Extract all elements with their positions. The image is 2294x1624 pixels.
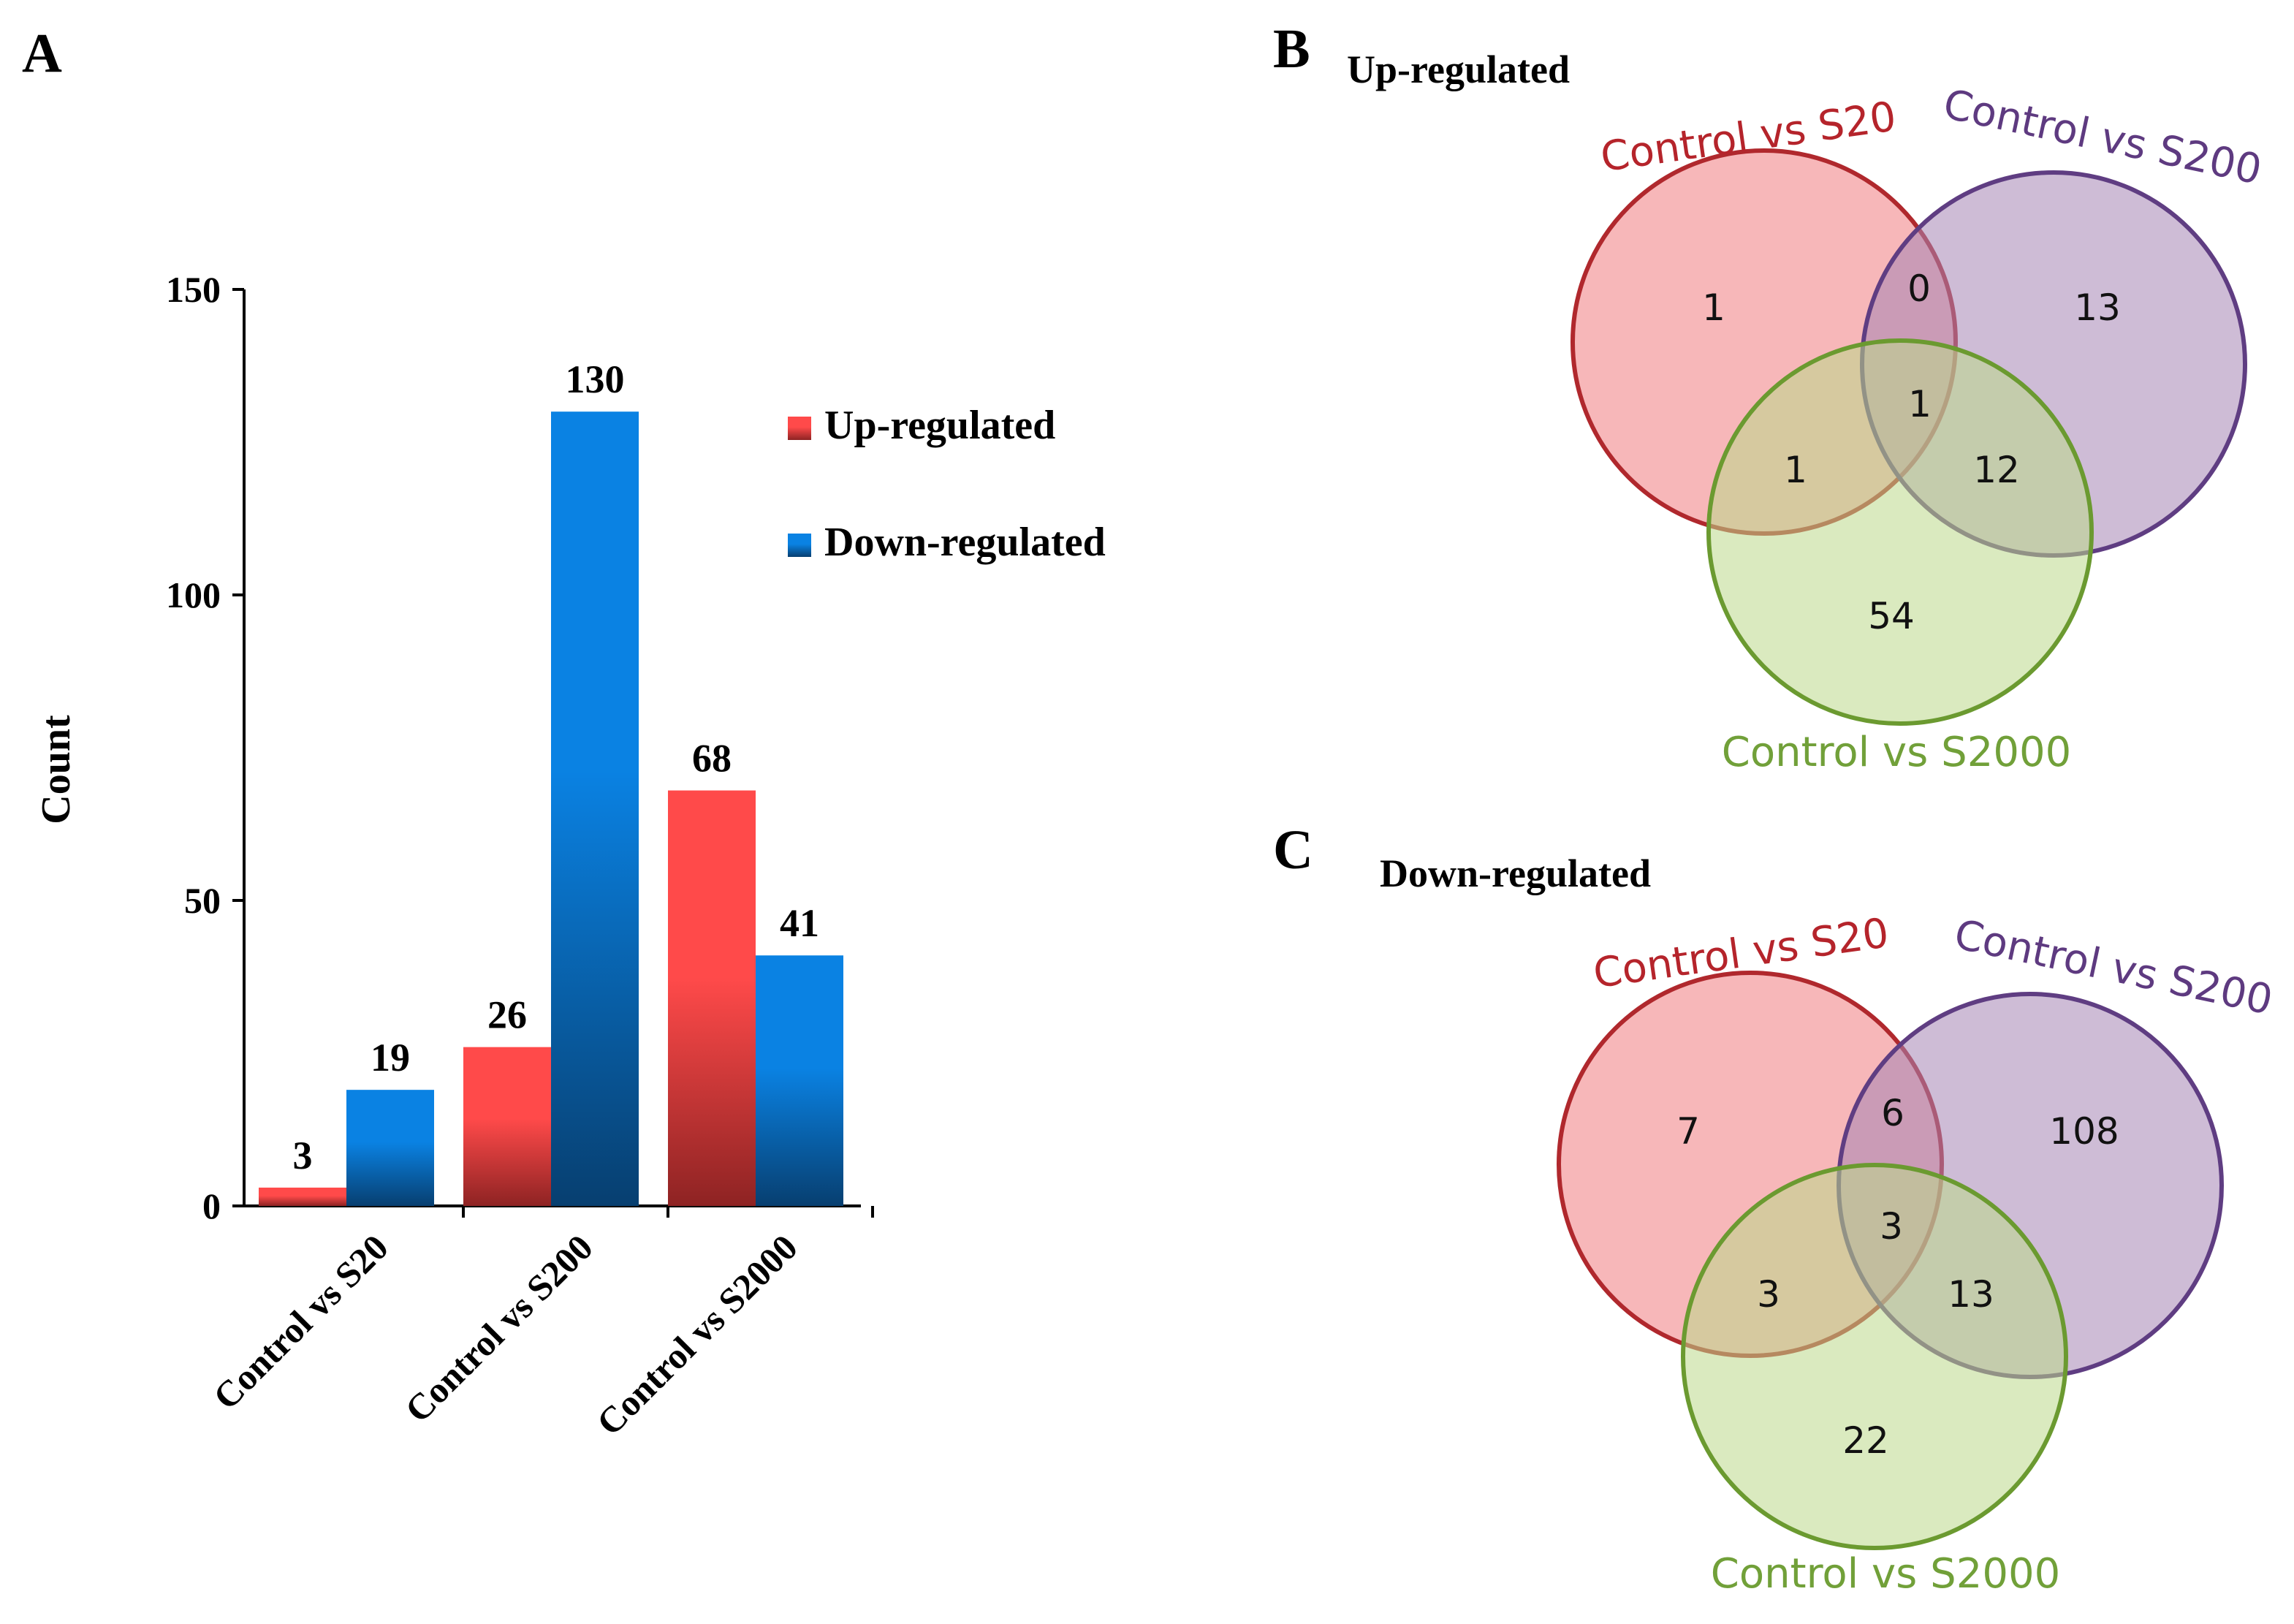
bar-down-regulated xyxy=(756,955,843,1206)
bar-value-label: 68 xyxy=(692,737,732,781)
y-tick-label: 100 xyxy=(166,574,221,615)
legend-swatch-down xyxy=(788,534,811,557)
venn-region-1-2: 6 xyxy=(1881,1092,1904,1134)
x-category-label: Control vs S2000 xyxy=(588,1226,805,1443)
venn-region-1-2-3: 1 xyxy=(1908,383,1932,425)
bar-value-label: 26 xyxy=(487,993,527,1037)
venn-set-label-3: Control vs S2000 xyxy=(1711,1550,2060,1598)
y-axis: 0 50 100 150 xyxy=(166,269,246,1226)
legend-label: Down-regulated xyxy=(824,520,1106,565)
bar-value-label: 3 xyxy=(293,1134,313,1177)
venn-region-only-2: 108 xyxy=(2049,1110,2119,1153)
venn-region-1-2: 0 xyxy=(1907,267,1931,310)
venn-up-regulated: Up-regulated Control vs S20 Control vs S2… xyxy=(1347,48,2265,776)
venn-down-regulated: Down-regulated Control vs S20 Control vs … xyxy=(1380,851,2276,1598)
venn-region-only-2: 13 xyxy=(2074,287,2121,329)
venn-set-label-3: Control vs S2000 xyxy=(1722,729,2071,776)
bar-value-label: 41 xyxy=(780,901,819,945)
panel-letter-c: C xyxy=(1273,819,1313,881)
y-tick-label: 150 xyxy=(166,269,221,310)
legend-swatch-up xyxy=(788,417,811,440)
x-category-label: Control vs S200 xyxy=(397,1226,601,1430)
venn-title-down: Down-regulated xyxy=(1380,851,1651,895)
venn-region-1-3: 3 xyxy=(1757,1273,1780,1316)
bar-down-regulated xyxy=(551,411,639,1207)
bar-down-regulated xyxy=(346,1090,434,1206)
venn-region-only-1: 1 xyxy=(1702,287,1725,329)
venn-set-circle-3 xyxy=(1706,338,2094,726)
bars: 3 19 26 130 68 41 xyxy=(259,357,843,1207)
legend-label: Up-regulated xyxy=(824,403,1055,448)
bar-value-label: 130 xyxy=(566,357,625,401)
y-tick-label: 0 xyxy=(202,1185,221,1226)
venn-region-only-3: 54 xyxy=(1868,595,1915,637)
venn-set-circle-3 xyxy=(1681,1163,2068,1550)
venn-title-up: Up-regulated xyxy=(1347,48,1570,91)
venn-region-only-1: 7 xyxy=(1676,1110,1700,1153)
panel-letter-a: A xyxy=(22,23,62,84)
venn-region-1-2-3: 3 xyxy=(1880,1205,1903,1248)
bar-up-regulated xyxy=(463,1047,551,1206)
panel-letter-b: B xyxy=(1273,18,1310,80)
y-axis-label: Count xyxy=(34,715,79,824)
bar-up-regulated xyxy=(668,790,756,1206)
bar-value-label: 19 xyxy=(371,1036,410,1079)
bar-up-regulated xyxy=(259,1187,346,1206)
venn-region-2-3: 13 xyxy=(1948,1273,1994,1316)
y-tick-label: 50 xyxy=(184,880,221,921)
venn-region-1-3: 1 xyxy=(1784,449,1807,491)
legend: Up-regulated Down-regulated xyxy=(788,403,1106,565)
x-category-label: Control vs S20 xyxy=(205,1226,396,1417)
venn-region-2-3: 12 xyxy=(1973,449,2020,491)
venn-region-only-3: 22 xyxy=(1842,1419,1889,1462)
